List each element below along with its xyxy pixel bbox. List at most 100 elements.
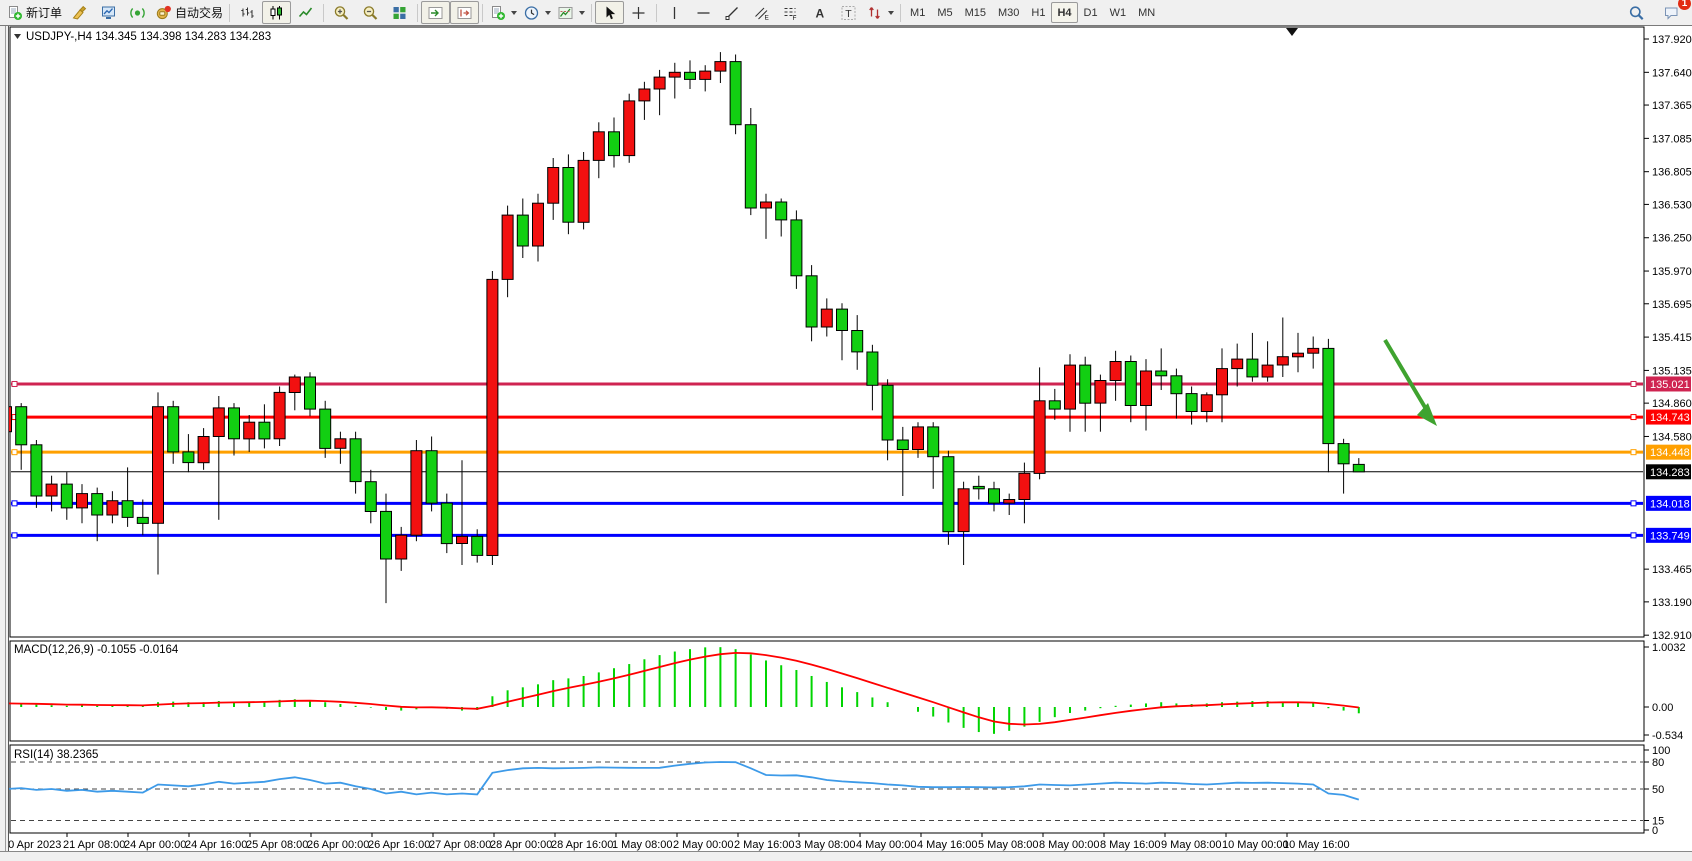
candle-body (592, 131, 605, 161)
window-frame (0, 25, 1692, 856)
price-tick-label: 135.695 (1652, 299, 1692, 311)
zoom-out-button[interactable] (356, 1, 385, 24)
auto-trading-button[interactable]: 自动交易 (152, 1, 226, 24)
svg-text:F: F (793, 15, 797, 21)
text-label-icon: T (841, 5, 856, 20)
templates-button[interactable] (554, 1, 588, 24)
time-label: 4 May 00:00 (856, 839, 917, 851)
candle-body (1109, 361, 1122, 381)
search-button[interactable] (1622, 1, 1651, 24)
market-watch-button[interactable] (94, 1, 123, 24)
main-toolbar: 新订单 自动交易 E F A T M1 M5 M15 M30 H1 H4 D1 W1 MN 1 (0, 0, 1692, 25)
toolbar-separator (479, 3, 486, 23)
new-chart-icon (492, 5, 506, 20)
periods-button[interactable] (520, 1, 554, 24)
time-label: 24 Apr 00:00 (124, 839, 186, 851)
crosshair-button[interactable] (624, 1, 653, 24)
hline-anchor[interactable] (11, 380, 18, 387)
arrows-icon (869, 6, 880, 19)
candle-body (851, 330, 864, 353)
timeframe-h1-button[interactable]: H1 (1031, 6, 1046, 19)
cursor-button[interactable] (595, 1, 625, 24)
candle-body (836, 308, 848, 332)
bar-chart-button[interactable] (233, 1, 262, 24)
hline-anchor[interactable] (11, 449, 18, 456)
time-label: 20 Apr 2023 (2, 839, 61, 851)
candle-chart-button[interactable] (262, 1, 292, 24)
new-order-button[interactable]: 新订单 (3, 1, 65, 24)
timeframe-m5-button[interactable]: M5 (937, 6, 953, 19)
candle-body (456, 535, 468, 545)
timeframe-mn-button[interactable]: MN (1138, 6, 1156, 19)
trendline-button[interactable] (718, 1, 747, 24)
horizontal-line-icon (697, 11, 710, 14)
hline-anchor[interactable] (1630, 532, 1637, 539)
auto-scroll-button[interactable] (421, 1, 451, 24)
price-axis[interactable]: 137.920 137.640 137.365 137.085 136.805 136.5… (1644, 34, 1692, 642)
chevron-down-icon[interactable] (511, 10, 518, 15)
signals-button[interactable] (123, 1, 152, 24)
hline-anchor[interactable] (1630, 414, 1637, 421)
rsi-scale-label: 0 (1652, 825, 1658, 837)
hline-anchor[interactable] (1630, 500, 1637, 507)
chevron-down-icon[interactable] (888, 10, 895, 15)
quote-dropdown-icon[interactable] (14, 34, 21, 39)
chart-shift-button[interactable] (450, 1, 480, 24)
candle-body (152, 406, 164, 524)
notifications-button[interactable]: 1 (1657, 0, 1691, 24)
hline-anchor[interactable] (11, 500, 18, 507)
candle-body (1155, 370, 1168, 377)
hline-anchor[interactable] (1630, 380, 1637, 387)
new-chart-button[interactable] (486, 1, 520, 24)
chevron-down-icon[interactable] (545, 10, 552, 15)
hline-anchor[interactable] (11, 532, 18, 539)
time-label: 8 May 00:00 (1039, 839, 1100, 851)
equidistant-channel-button[interactable]: E (747, 1, 776, 24)
candle-body (486, 278, 499, 556)
fibonacci-icon: F (784, 7, 797, 21)
chevron-down-icon[interactable] (579, 10, 586, 15)
timeframe-m15-button[interactable]: M15 (964, 6, 986, 19)
signals-icon (130, 7, 145, 18)
rsi-label: RSI(14) 38.2365 (14, 749, 98, 761)
candle-body (228, 407, 240, 440)
candle-body (1246, 358, 1259, 378)
toolbar-separator (414, 3, 421, 23)
chart-title: USDJPY-,H4 134.345 134.398 134.283 134.2… (26, 31, 271, 43)
arrows-button[interactable] (863, 1, 897, 24)
styler-button[interactable] (65, 1, 94, 24)
hline-anchor[interactable] (1630, 449, 1637, 456)
candle-body (273, 391, 286, 440)
auto-trading-icon (156, 5, 171, 19)
timeframe-h4-button[interactable]: H4 (1051, 2, 1078, 23)
timeframe-d1-button[interactable]: D1 (1083, 6, 1098, 19)
candle-body (182, 451, 195, 464)
timeframe-w1-button[interactable]: W1 (1109, 6, 1127, 19)
candle-body (577, 159, 590, 223)
tile-windows-button[interactable] (385, 1, 414, 24)
candle-body (1124, 361, 1137, 406)
toolbar-separator (897, 3, 904, 23)
zoom-in-button[interactable] (327, 1, 356, 24)
chart-shift-marker[interactable] (1286, 28, 1298, 36)
vertical-line-button[interactable] (660, 1, 689, 24)
candle-body (608, 131, 620, 157)
annotation-arrow[interactable] (1383, 338, 1437, 426)
horizontal-line-button[interactable] (689, 1, 718, 24)
timeframe-m1-button[interactable]: M1 (910, 6, 926, 19)
candle-body (1003, 499, 1016, 504)
text-button[interactable]: A (805, 1, 834, 24)
text-label-button[interactable]: T (834, 1, 863, 24)
candle-body (15, 406, 28, 446)
line-chart-button[interactable] (291, 1, 320, 24)
styler-icon (72, 5, 87, 20)
candle-body (729, 61, 742, 126)
candle-body (395, 534, 408, 560)
fibonacci-button[interactable]: F (776, 1, 805, 24)
timeframe-m30-button[interactable]: M30 (998, 6, 1020, 19)
price-tick-label: 135.970 (1652, 266, 1692, 278)
auto-trading-label: 自动交易 (175, 6, 224, 20)
